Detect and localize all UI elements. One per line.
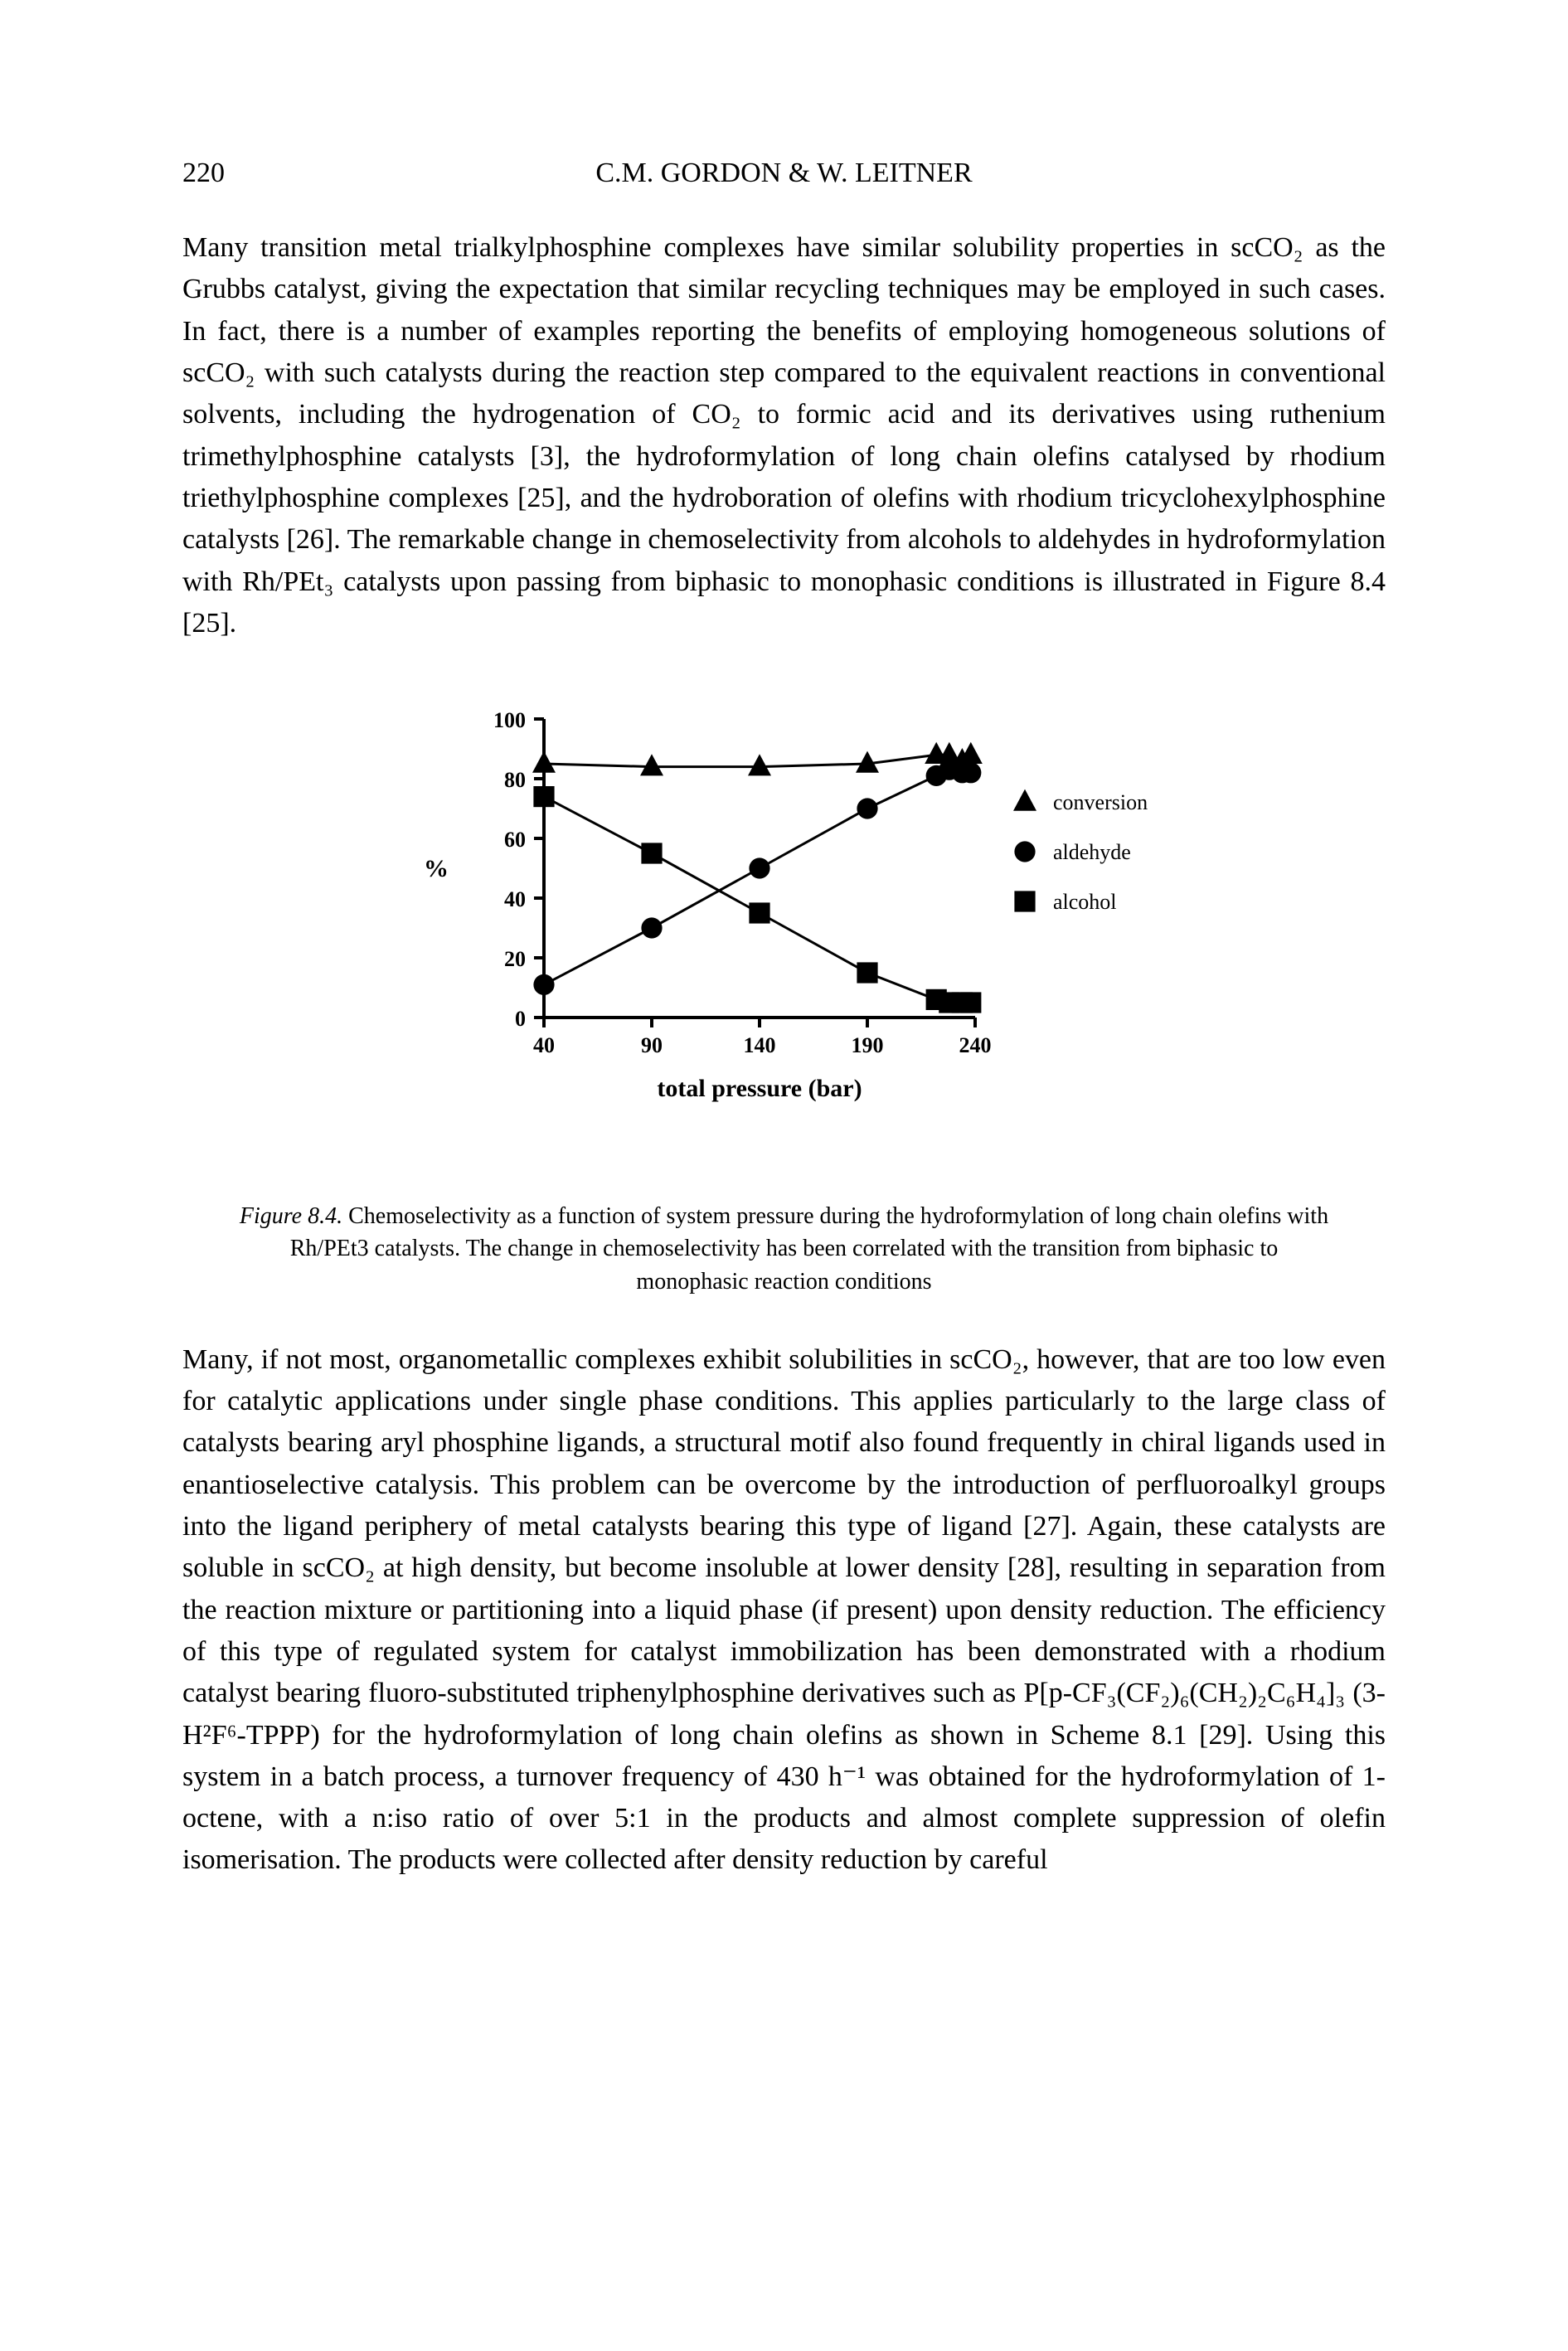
svg-text:60: 60 xyxy=(504,828,526,852)
svg-text:aldehyde: aldehyde xyxy=(1053,840,1131,864)
paragraph-1: Many transition metal trialkylphosphine … xyxy=(182,227,1386,644)
svg-text:total pressure (bar): total pressure (bar) xyxy=(657,1075,862,1102)
figure-8-4: 0 20 40 60 80 100 40 90 140 190 240% total pressure… xyxy=(182,686,1386,1150)
figure-caption-text: Chemoselectivity as a function of system… xyxy=(290,1203,1328,1294)
svg-text:0: 0 xyxy=(515,1007,526,1031)
paragraph-2: Many, if not most, organometallic comple… xyxy=(182,1339,1386,1882)
svg-text:140: 140 xyxy=(743,1033,775,1057)
svg-text:40: 40 xyxy=(504,887,526,911)
svg-text:20: 20 xyxy=(504,947,526,971)
svg-text:%: % xyxy=(424,855,449,882)
svg-text:240: 240 xyxy=(959,1033,991,1057)
chart-svg: 0 20 40 60 80 100 40 90 140 190 240% total pressure… xyxy=(328,686,1240,1150)
page: 220 C.M. GORDON & W. LEITNER Many transi… xyxy=(0,0,1568,2351)
figure-caption-prefix: Figure 8.4. xyxy=(240,1203,342,1229)
svg-text:80: 80 xyxy=(504,768,526,792)
running-head: C.M. GORDON & W. LEITNER xyxy=(0,158,1568,189)
svg-text:alcohol: alcohol xyxy=(1053,890,1117,914)
svg-text:90: 90 xyxy=(641,1033,663,1057)
figure-caption: Figure 8.4. Chemoselectivity as a functi… xyxy=(232,1200,1336,1298)
running-header: 220 C.M. GORDON & W. LEITNER xyxy=(182,158,1386,189)
svg-text:conversion: conversion xyxy=(1053,790,1148,814)
svg-text:100: 100 xyxy=(493,708,526,732)
svg-text:190: 190 xyxy=(851,1033,883,1057)
svg-text:40: 40 xyxy=(533,1033,555,1057)
